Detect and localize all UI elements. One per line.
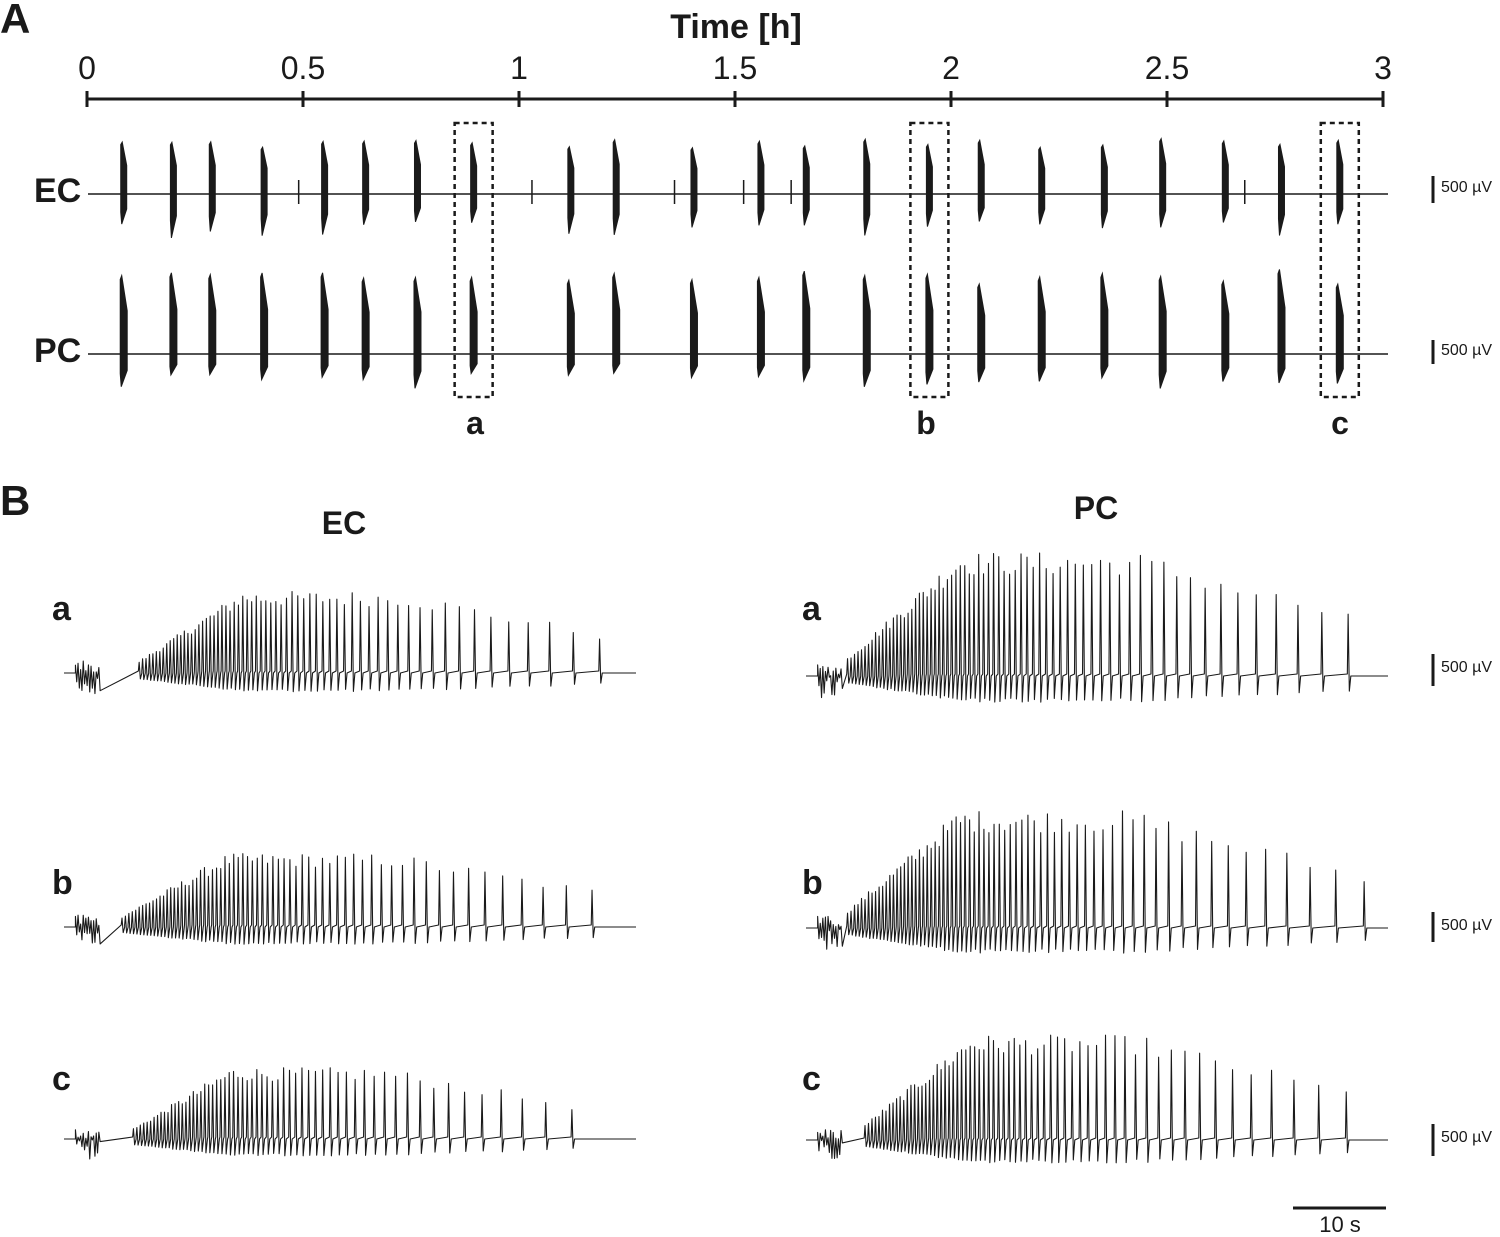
seizure-event-pc [208,272,217,377]
time-tick-label: 0 [78,50,96,86]
seizure-event-ec [925,143,933,227]
window-label-b: b [916,405,936,441]
panel-letter-b: B [0,477,31,524]
seizure-event-pc [320,272,329,379]
seizure-event-pc [566,278,575,377]
row-label-ec-b: b [52,864,73,902]
time-axis [85,91,1385,107]
seizure-event-pc [689,277,698,380]
row-label-pc-b: b [802,864,823,902]
voltage-scale-label-b-a: 500 µV [1441,659,1493,676]
seizure-event-pc [862,273,871,387]
highlight-window-c [1319,121,1361,399]
seizure-event-pc [469,275,478,376]
seizure-event-ec [612,138,620,235]
row-label-pc-c: c [802,1060,821,1098]
time-tick-label: 2 [942,50,960,86]
window-label-c: c [1331,405,1349,441]
voltage-scale-label-a-pc: 500 µV [1441,342,1493,359]
expanded-trace-pc-a [806,552,1388,703]
seizure-event-pc [1100,271,1109,380]
row-label-ec-c: c [52,1060,71,1098]
column-title-pc: PC [1073,490,1119,526]
highlight-windows [453,121,1361,399]
seizure-event-pc [612,271,621,375]
seizure-event-ec [260,145,268,236]
seizure-event-ec [757,139,765,226]
expanded-trace-pc-b [806,810,1388,954]
row-label-pc-a: a [802,590,821,628]
seizure-event-pc [1037,275,1046,382]
time-tick-label: 1 [510,50,528,86]
time-tick-label: 2.5 [1144,50,1190,86]
seizure-event-pc [1277,269,1286,384]
seizure-event-ec [1221,139,1229,223]
row-label-ec-a: a [52,590,71,628]
seizure-event-ec [690,146,698,228]
seizure-event-ec [863,137,871,236]
seizure-event-ec [413,139,421,223]
seizure-event-ec [1038,145,1046,225]
voltage-scale-label-b-b: 500 µV [1441,917,1493,934]
highlight-window-b [909,121,950,399]
expanded-trace-ec-c [64,1067,636,1160]
expanded-trace-ec-a [64,591,636,695]
seizure-event-pc [1335,282,1344,384]
seizure-event-ec [321,140,329,235]
seizure-event-ec [977,138,985,222]
seizure-event-pc [413,275,422,389]
seizure-event-ec [567,145,575,234]
panel-letter-a: A [0,0,31,42]
trace-label-pc: PC [34,332,82,370]
seizure-event-pc [1158,274,1167,389]
seizure-event-ec [169,140,177,239]
voltage-scale-label-a-ec: 500 µV [1441,179,1493,196]
seizure-event-pc [977,282,986,383]
expanded-trace-ec-b [64,853,636,945]
seizure-event-pc [925,272,934,385]
seizure-event-ec [1336,138,1344,225]
column-title-ec: EC [321,505,367,541]
time-tick-label: 3 [1374,50,1392,86]
time-scale-label: 10 s [1319,1212,1361,1237]
window-label-a: a [466,405,484,441]
seizure-event-ec [120,140,128,225]
seizure-event-pc [361,276,370,382]
seizure-event-pc [119,273,128,387]
seizure-event-ec [362,139,370,225]
seizure-event-ec [1100,143,1108,229]
time-tick-label: 0.5 [280,50,326,86]
seizure-event-ec [470,141,478,223]
scale-bars [1293,176,1435,1210]
time-tick-label: 1.5 [712,50,758,86]
seizure-event-pc [756,275,765,379]
seizure-event-pc [1221,279,1230,382]
highlight-window-a [453,121,494,399]
time-axis-title: Time [h] [670,8,802,46]
voltage-scale-label-b-c: 500 µV [1441,1129,1493,1146]
seizure-event-pc [260,272,269,382]
expanded-trace-pc-c [806,1034,1388,1164]
seizure-event-pc [802,270,811,383]
overview-traces [88,137,1388,389]
seizure-event-ec [1277,142,1285,236]
expanded-traces [64,552,1388,1164]
seizure-event-pc [169,272,178,377]
seizure-event-ec [1159,137,1167,228]
seizure-event-ec [208,140,216,232]
seizure-event-ec [802,144,810,226]
trace-label-ec: EC [34,172,82,210]
